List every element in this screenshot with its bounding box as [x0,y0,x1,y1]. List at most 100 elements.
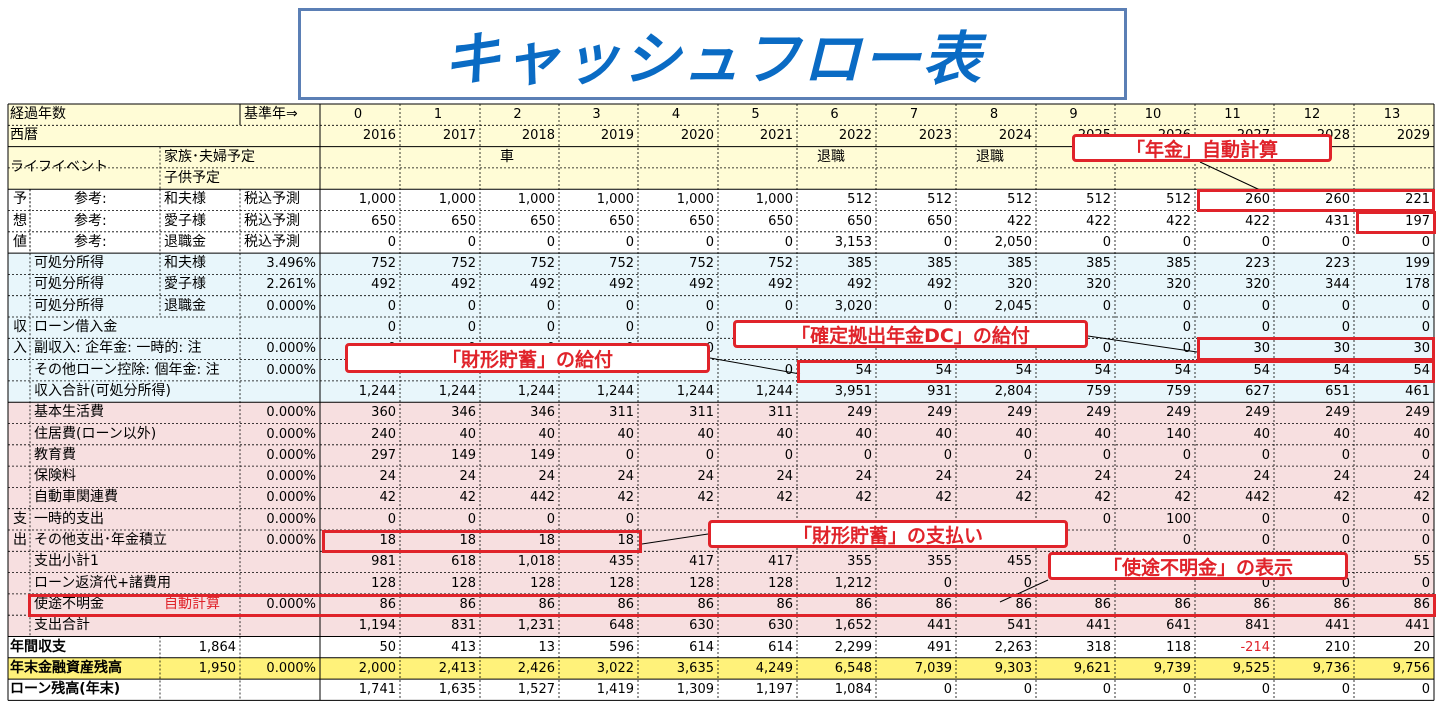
income-value-cell: 385 [927,256,952,272]
expense-value-cell: 435 [609,554,634,570]
income-value-cell: 0 [1421,298,1430,314]
income-value-cell: 759 [1086,383,1111,399]
forecast-value-cell: 512 [847,192,872,208]
elapsed-year-cell: 8 [989,107,999,122]
income-value-cell: 0 [1341,320,1350,335]
summary-value-cell: 0 [1023,682,1032,698]
expense-row-label: 住居費(ローン以外) [34,425,157,442]
expense-value-cell: 40 [697,426,714,442]
summary-value-cell: 50 [379,639,396,655]
expense-value-cell: 0 [1182,533,1191,548]
income-value-cell: 492 [847,277,872,293]
calendar-year-cell: 2017 [442,128,476,144]
income-row-label: ローン借入金 [34,319,118,335]
income-value-cell: 1,244 [358,383,396,399]
summary-value-cell: 9,736 [1312,660,1350,676]
expense-value-cell: 981 [371,554,396,570]
expense-value-cell: 1,231 [517,618,555,634]
income-value-cell: 199 [1405,256,1430,272]
expense-value-cell: 18 [617,533,634,548]
income-value-cell: 0 [1182,298,1191,314]
expense-value-cell: 0 [1421,533,1430,548]
expense-value-cell: 355 [847,554,872,570]
summary-value-cell: 4,249 [755,660,793,676]
expense-value-cell: 40 [1333,426,1350,442]
forecast-value-cell: 650 [609,213,634,229]
expense-value-cell: 42 [935,490,952,506]
expense-value-cell: 42 [776,490,793,506]
expense-value-cell: 831 [451,618,476,634]
expense-value-cell: 0 [546,511,555,527]
summary-label: ローン残高(年末) [10,681,121,698]
income-value-cell: 0 [546,298,555,314]
income-value-cell: 461 [1405,383,1430,399]
expense-value-cell: 86 [379,596,396,612]
expense-value-cell: 0 [387,511,396,527]
expense-value-cell: 42 [617,490,634,506]
forecast-value-cell: 0 [625,234,634,250]
income-value-cell: 0 [943,298,952,314]
expense-value-cell: 0 [1261,533,1270,548]
summary-value-cell: 13 [538,639,555,655]
income-row-label: 副収入: 企年金: 一時的: 注 [34,340,202,357]
expense-value-cell: 455 [1007,554,1032,570]
summary-value-cell: 9,621 [1073,660,1111,676]
income-value-cell: 385 [1086,256,1111,272]
forecast-value-cell: 0 [1421,234,1430,250]
summary-base-value: 1,864 [198,639,236,655]
forecast-value-cell: 0 [1261,234,1270,250]
expense-value-cell: 42 [459,490,476,506]
expense-value-cell: 311 [609,405,634,421]
income-value-cell: 0 [1182,341,1191,357]
expense-value-cell: 0 [784,447,793,463]
expense-value-cell: 24 [1174,469,1191,485]
expense-row-label: 教育費 [34,446,76,463]
expense-value-cell: 0 [1341,447,1350,463]
income-value-cell: 54 [1094,362,1111,378]
income-value-cell: 492 [927,277,952,293]
summary-value-cell: 1,084 [834,682,872,698]
expense-value-cell: 0 [1182,447,1191,463]
income-value-cell: 0 [387,298,396,314]
expense-value-cell: 0 [1261,511,1270,527]
expense-value-cell: 630 [768,618,793,634]
expense-value-cell [638,509,718,530]
expense-value-cell: 346 [530,405,555,421]
summary-value-cell: 318 [1086,639,1111,655]
expense-value-cell: 40 [459,426,476,442]
expense-value-cell: 1,212 [834,575,872,591]
expense-value-cell: 0 [1341,533,1350,548]
expense-value-cell: 24 [1253,469,1270,485]
expense-value-cell: 86 [1333,596,1350,612]
income-value-cell: 320 [1166,277,1191,293]
highlight-unknown-row [28,593,1436,618]
header-elapsed-label: 経過年数 [10,106,66,122]
expense-value-cell: 0 [1341,511,1350,527]
page-title: キャッシュフロー表 [442,25,983,93]
elapsed-year-cell: 2 [513,107,522,122]
income-row-label: 可処分所得 [34,255,104,272]
income-value-cell: 320 [1086,277,1111,293]
expense-row-label: 一時的支出 [34,510,104,527]
income-value-cell: 30 [1413,341,1430,357]
income-value-cell: 54 [935,362,952,378]
income-value-cell: 0 [705,320,714,335]
expense-rate: 0.000% [266,426,316,442]
forecast-value-cell: 260 [1245,192,1270,208]
elapsed-year-cell: 9 [1069,107,1078,122]
callout-zaikei-payment: 「財形貯蓄」の支払い [708,520,1068,548]
expense-value-cell: 149 [530,447,555,463]
income-value-cell: 0 [1102,341,1111,357]
elapsed-year-cell: 12 [1303,107,1321,122]
forecast-who-label: 退職金 [164,233,206,250]
expense-value-cell: 24 [379,469,396,485]
income-value-cell: 54 [1253,362,1270,378]
expense-row-label: その他支出･年金積立 [34,532,167,548]
expense-value-cell: 42 [379,490,396,506]
expense-value-cell: 0 [1421,575,1430,591]
summary-value-cell: 1,635 [438,682,476,698]
expense-row-label: 保険料 [34,468,76,485]
expense-value-cell: 0 [1023,447,1032,463]
expense-value-cell: 40 [1015,426,1032,442]
income-group-label: 入 [13,340,27,357]
